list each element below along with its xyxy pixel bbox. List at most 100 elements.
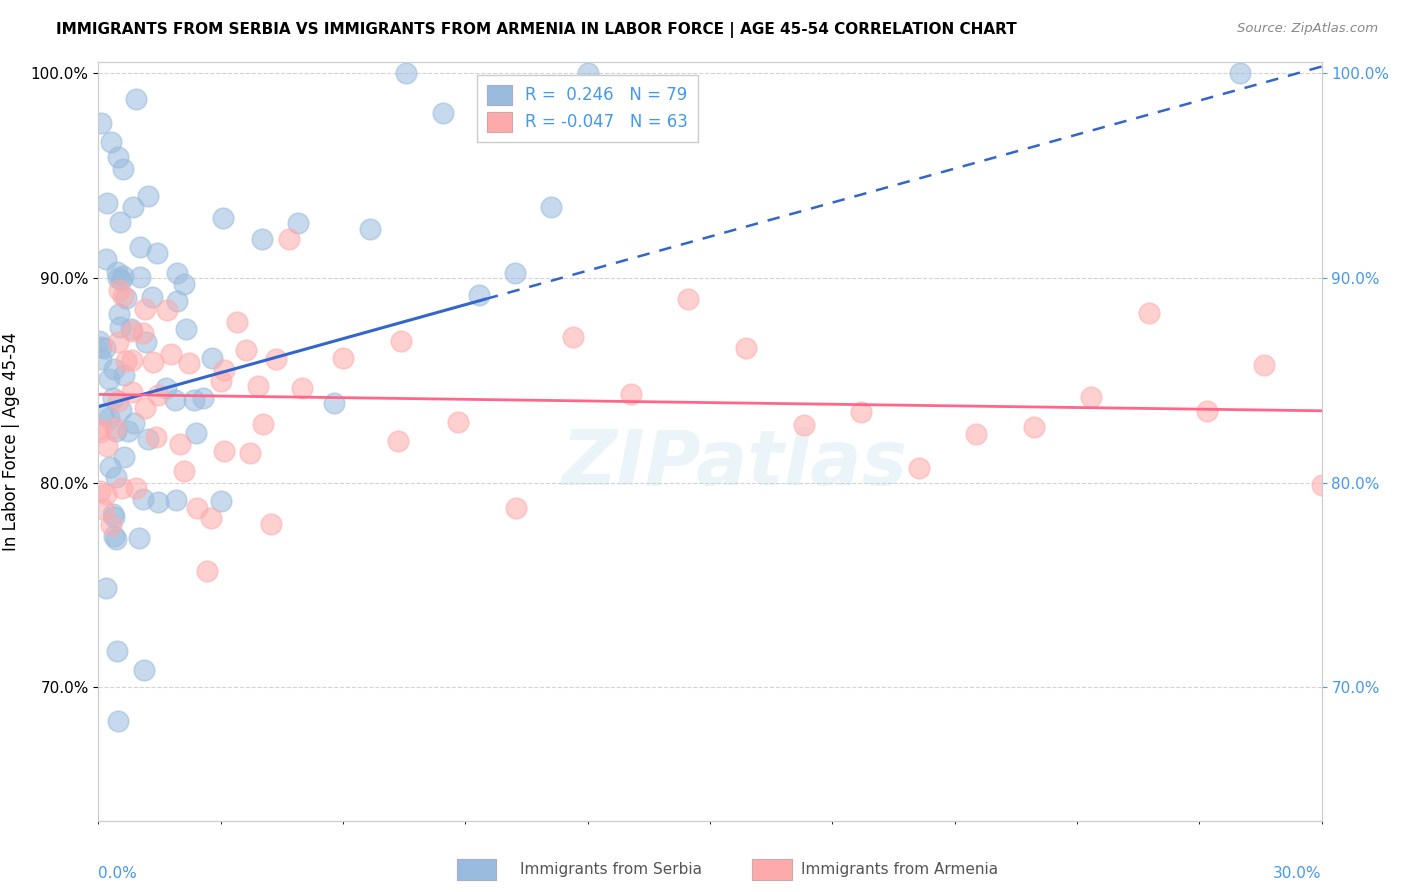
Point — [105, 644, 128, 658]
Point — [104, 470, 127, 484]
Point — [111, 268, 134, 283]
Point — [129, 270, 152, 285]
Point — [209, 494, 232, 508]
Point — [201, 351, 224, 366]
Text: Immigrants from Serbia: Immigrants from Serbia — [520, 863, 702, 877]
Point — [94, 252, 117, 267]
Legend: R =  0.246   N = 79, R = -0.047   N = 63: R = 0.246 N = 79, R = -0.047 N = 63 — [477, 75, 699, 142]
Point — [122, 200, 145, 214]
Point — [89, 484, 111, 499]
Point — [110, 215, 132, 229]
Point — [124, 92, 146, 106]
Point — [96, 486, 118, 500]
Point — [96, 196, 118, 211]
Point — [200, 511, 222, 525]
Point — [387, 434, 409, 449]
Point — [112, 368, 135, 382]
Text: 0.0%: 0.0% — [98, 866, 138, 881]
Point — [96, 582, 118, 596]
Text: ZIPatlas: ZIPatlas — [561, 427, 907, 501]
Point — [105, 532, 128, 546]
Point — [101, 391, 124, 405]
Point — [503, 267, 526, 281]
Point — [112, 289, 135, 303]
Point — [287, 216, 309, 230]
Point — [1253, 358, 1275, 372]
Point — [110, 403, 132, 417]
Point — [195, 564, 218, 578]
Point — [121, 353, 143, 368]
Point — [214, 363, 236, 377]
Point — [104, 424, 127, 438]
Text: Immigrants from Armenia: Immigrants from Armenia — [801, 863, 998, 877]
Point — [108, 320, 131, 334]
Point — [134, 302, 156, 317]
Point — [141, 290, 163, 304]
Point — [562, 329, 585, 343]
Point — [100, 135, 122, 149]
Point — [111, 481, 134, 495]
Point — [134, 401, 156, 416]
Point — [120, 322, 142, 336]
Point — [173, 464, 195, 478]
Point — [115, 291, 138, 305]
Point — [678, 293, 700, 307]
Point — [1310, 477, 1333, 491]
Text: 30.0%: 30.0% — [1274, 866, 1322, 881]
Point — [156, 302, 179, 317]
Point — [260, 517, 283, 532]
Point — [1195, 404, 1218, 418]
Point — [110, 273, 132, 287]
Point — [128, 531, 150, 545]
Point — [1080, 390, 1102, 404]
Point — [250, 232, 273, 246]
Point — [191, 391, 214, 405]
Point — [155, 381, 177, 395]
Point — [107, 271, 129, 285]
Point — [173, 277, 195, 291]
Point — [247, 379, 270, 393]
Point — [793, 417, 815, 432]
Point — [103, 362, 125, 376]
Point — [395, 65, 418, 79]
Point — [107, 151, 129, 165]
Point — [965, 427, 987, 442]
Point — [212, 444, 235, 458]
Point — [620, 386, 643, 401]
Point — [132, 326, 155, 341]
Point — [103, 510, 125, 524]
Point — [104, 421, 127, 435]
Point — [166, 293, 188, 308]
Point — [96, 439, 118, 453]
Point — [389, 334, 412, 349]
Point — [146, 495, 169, 509]
Point — [107, 714, 129, 728]
Point — [332, 351, 354, 365]
Point — [108, 307, 131, 321]
Point — [125, 481, 148, 495]
Point — [169, 437, 191, 451]
Point — [735, 341, 758, 355]
Point — [160, 347, 183, 361]
Point — [145, 430, 167, 444]
Point — [103, 529, 125, 543]
Point — [91, 407, 114, 421]
Point — [103, 507, 125, 521]
Point — [209, 374, 232, 388]
Point — [183, 392, 205, 407]
Point — [121, 324, 143, 338]
Point — [89, 334, 111, 348]
Point — [98, 460, 121, 475]
Point — [135, 334, 157, 349]
Text: Source: ZipAtlas.com: Source: ZipAtlas.com — [1237, 22, 1378, 36]
Point — [468, 287, 491, 301]
Point — [128, 240, 150, 254]
Point — [165, 392, 187, 407]
Point — [146, 245, 169, 260]
Point — [87, 422, 110, 436]
Point — [89, 425, 111, 439]
Point — [239, 446, 262, 460]
Point — [576, 65, 599, 79]
Y-axis label: In Labor Force | Age 45-54: In Labor Force | Age 45-54 — [1, 332, 20, 551]
Point — [114, 354, 136, 368]
